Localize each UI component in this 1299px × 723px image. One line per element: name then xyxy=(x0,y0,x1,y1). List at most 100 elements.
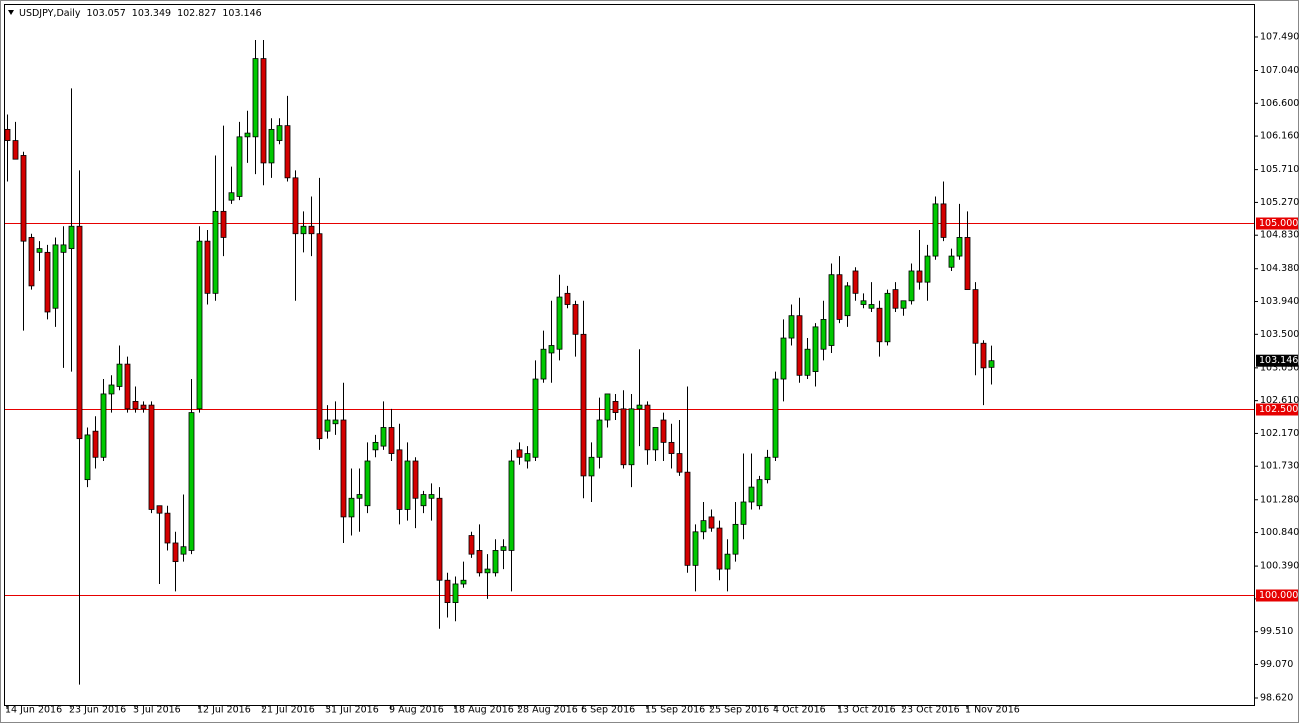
candle-body xyxy=(292,177,299,235)
menu-arrow[interactable] xyxy=(8,10,14,15)
candle-body xyxy=(156,505,163,514)
candle-body xyxy=(836,274,843,320)
candle-body xyxy=(692,531,699,566)
candle-body xyxy=(92,430,99,458)
candle-body xyxy=(500,546,507,551)
candle-body xyxy=(84,434,91,481)
header: USDJPY,Daily 103.057 103.349 102.827 103.146 xyxy=(19,8,262,19)
candle-body xyxy=(12,140,19,160)
candle-body xyxy=(236,136,243,197)
candle-body xyxy=(988,360,995,368)
x-tick-label: 25 Sep 2016 xyxy=(709,705,769,716)
candle-body xyxy=(620,408,627,466)
level-label-box xyxy=(1256,403,1298,416)
candle-body xyxy=(204,240,211,294)
x-tick-label: 21 Jul 2016 xyxy=(261,705,315,716)
y-tick-label: 103.050 xyxy=(1260,362,1299,373)
candle-body xyxy=(252,58,259,138)
candle-body xyxy=(212,210,219,294)
candle-body xyxy=(220,210,227,238)
y-tick-label: 100.840 xyxy=(1260,527,1299,538)
candle-body xyxy=(676,453,683,473)
candle-body xyxy=(660,419,667,443)
candle-body xyxy=(244,132,251,138)
last-price-box xyxy=(1256,354,1298,367)
candle-body xyxy=(900,300,907,309)
candle-body xyxy=(404,460,411,510)
candle-body xyxy=(60,244,67,253)
candle-body xyxy=(884,292,891,343)
candle-body xyxy=(516,449,523,458)
candle-body xyxy=(484,568,491,574)
candle-body xyxy=(612,400,619,413)
header-high: 103.349 xyxy=(132,8,171,19)
x-tick-label: 15 Sep 2016 xyxy=(645,705,705,716)
candle-body xyxy=(788,315,795,339)
y-tick-label: 105.270 xyxy=(1260,197,1299,208)
y-tick-label: 100.390 xyxy=(1260,561,1299,572)
x-tick-label: 23 Oct 2016 xyxy=(901,705,960,716)
candle-body xyxy=(668,441,675,454)
candle-body xyxy=(564,292,571,305)
candle-body xyxy=(756,479,763,507)
candle-body xyxy=(804,348,811,376)
y-tick-label: 103.940 xyxy=(1260,296,1299,307)
candle-body xyxy=(948,255,955,268)
candle-body xyxy=(740,501,747,525)
y-tick-label: 107.490 xyxy=(1260,31,1299,42)
candle-body xyxy=(908,270,915,302)
y-tick-label: 104.830 xyxy=(1260,230,1299,241)
candle-body xyxy=(868,304,875,309)
candle-body xyxy=(260,58,267,164)
candle-body xyxy=(812,326,819,372)
candle-body xyxy=(852,270,859,294)
y-tick-label: 104.380 xyxy=(1260,263,1299,274)
candle-body xyxy=(828,274,835,346)
candle-body xyxy=(644,404,651,451)
candle-body xyxy=(372,441,379,451)
candle-body xyxy=(604,393,611,421)
candle-body xyxy=(972,289,979,344)
candle-body xyxy=(196,240,203,410)
candle-body xyxy=(964,237,971,291)
candle-body xyxy=(980,342,987,369)
x-tick-label: 6 Sep 2016 xyxy=(581,705,635,716)
candle-body xyxy=(916,270,923,283)
candle-body xyxy=(460,579,467,585)
candle-body xyxy=(716,527,723,570)
candle-body xyxy=(172,542,179,563)
candle-body xyxy=(540,348,547,380)
candle-body xyxy=(284,125,291,179)
level-label-box xyxy=(1256,589,1298,602)
candle-body xyxy=(428,494,435,499)
candle-body xyxy=(684,471,691,566)
candle-body xyxy=(596,419,603,458)
candle-body xyxy=(932,203,939,257)
x-tick-label: 31 Jul 2016 xyxy=(325,705,379,716)
candle-body xyxy=(228,192,235,201)
candle-body xyxy=(780,337,787,380)
y-tick-label: 102.610 xyxy=(1260,395,1299,406)
candle-body xyxy=(556,296,563,350)
candle-body xyxy=(300,225,307,235)
candle-body xyxy=(524,453,531,462)
candle-body xyxy=(164,512,171,544)
candle-body xyxy=(28,237,35,287)
level-label-box xyxy=(1256,217,1298,230)
candle-body xyxy=(764,456,771,481)
candle-body xyxy=(892,289,899,309)
x-tick-label: 14 Jun 2016 xyxy=(5,705,62,716)
candle-body xyxy=(356,494,363,499)
candle-body xyxy=(796,315,803,376)
candle-body xyxy=(276,125,283,141)
candle-body xyxy=(580,333,587,477)
candle-body xyxy=(700,520,707,533)
x-tick-label: 23 Jun 2016 xyxy=(69,705,126,716)
candle-body xyxy=(380,427,387,447)
candle-body xyxy=(724,553,731,570)
header-open: 103.057 xyxy=(86,8,125,19)
candle-body xyxy=(636,404,643,410)
candle-body xyxy=(324,419,331,432)
candle-body xyxy=(412,460,419,499)
candle-body xyxy=(748,486,755,503)
